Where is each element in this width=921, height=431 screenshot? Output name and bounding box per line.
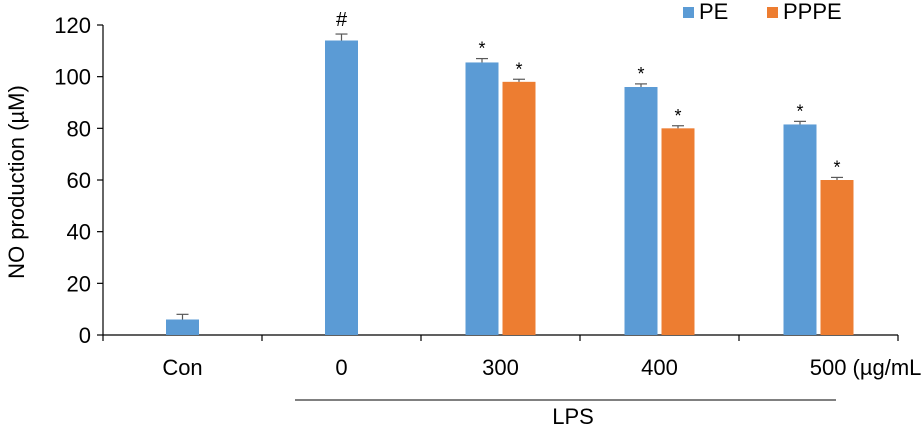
star-significance-mark: * — [515, 59, 522, 79]
x-tick-label: 0 — [335, 355, 347, 380]
legend-label-pppe: PPPE — [783, 0, 842, 24]
x-axis: Con 0 300 400 500(µg/mL) — [102, 334, 921, 380]
y-tick-label: 60 — [67, 168, 91, 193]
y-tick-label: 120 — [54, 13, 91, 38]
legend: PE PPPE — [683, 0, 842, 24]
y-tick-label: 40 — [67, 220, 91, 245]
group-label: LPS — [552, 404, 594, 429]
y-tick-label: 20 — [67, 271, 91, 296]
x-unit-label: (µg/mL) — [853, 355, 921, 380]
star-significance-mark: * — [674, 106, 681, 126]
bar-pppe-500 — [820, 180, 854, 335]
x-tick-label: Con — [162, 355, 202, 380]
bar-pe-300 — [465, 62, 499, 335]
y-axis-title: NO production (µM) — [4, 85, 29, 279]
bar-pe-500 — [783, 124, 817, 335]
y-tick-label: 100 — [54, 65, 91, 90]
y-axis: 0 20 40 60 80 100 120 — [54, 13, 104, 348]
legend-label-pe: PE — [699, 0, 728, 24]
bars — [166, 40, 854, 335]
bar-pppe-400 — [661, 128, 695, 335]
bar-pe-Con — [166, 319, 199, 335]
hash-significance-mark: # — [336, 9, 348, 31]
x-tick-label: 300 — [482, 355, 519, 380]
x-tick-label: 400 — [641, 355, 678, 380]
x-tick-label: 500 — [810, 355, 847, 380]
y-tick-label: 0 — [79, 323, 91, 348]
star-significance-mark: * — [637, 64, 644, 84]
significance-marks: # * * * * * * — [336, 9, 841, 177]
bar-pe-0 — [325, 40, 358, 335]
error-bars — [176, 33, 843, 320]
bar-pppe-300 — [502, 81, 536, 335]
legend-swatch-pppe — [767, 7, 778, 18]
star-significance-mark: * — [478, 39, 485, 59]
star-significance-mark: * — [796, 101, 803, 121]
y-tick-label: 80 — [67, 116, 91, 141]
legend-swatch-pe — [683, 7, 694, 18]
bar-pe-400 — [624, 87, 658, 335]
star-significance-mark: * — [833, 157, 840, 177]
